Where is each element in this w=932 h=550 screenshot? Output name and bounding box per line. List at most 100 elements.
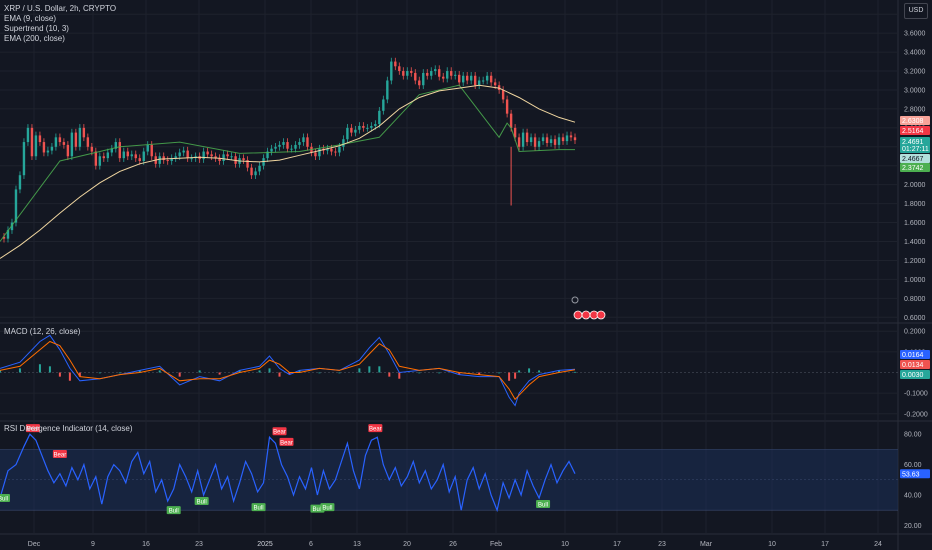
y-tick-label: -0.1000: [904, 391, 928, 398]
candle-body: [513, 127, 517, 138]
candle-body: [545, 137, 549, 144]
macd-histogram-bar: [558, 370, 561, 373]
candle-body: [74, 132, 78, 147]
candle-body: [102, 156, 106, 159]
y-tick-label: 20.00: [904, 523, 922, 530]
candle-body: [210, 154, 213, 157]
candle-body: [122, 151, 125, 159]
candle-body: [270, 148, 273, 152]
candle-body: [533, 137, 537, 147]
macd-histogram-bar: [318, 372, 321, 374]
x-tick-label: Mar: [700, 541, 713, 548]
candle-body: [118, 142, 121, 159]
candle-body: [390, 61, 393, 81]
price-label: 2.3742: [902, 165, 924, 172]
price-label: 2.4691: [902, 139, 924, 146]
candle-body: [110, 148, 114, 153]
candle-body: [226, 154, 229, 157]
candle-body: [493, 82, 497, 86]
candle-body: [230, 156, 233, 158]
candle-body: [138, 158, 141, 161]
candle-body: [78, 127, 82, 147]
candle-body: [22, 142, 26, 176]
candle-body: [46, 150, 50, 153]
candle-body: [318, 148, 321, 157]
candle-body: [298, 142, 301, 145]
candle-body: [134, 154, 137, 159]
candle-body: [38, 135, 42, 143]
candle-body: [549, 139, 553, 144]
candle-body: [190, 158, 193, 160]
y-tick-label: 1.6000: [904, 220, 926, 227]
candle-body: [469, 75, 473, 81]
y-tick-label: 1.2000: [904, 258, 926, 265]
divergence-label: Bear: [54, 453, 67, 459]
price-label: 01:27:11: [902, 146, 929, 153]
event-flag-icon: [581, 310, 591, 320]
macd-histogram-bar: [398, 372, 401, 379]
candle-body: [414, 72, 417, 81]
candle-body: [286, 142, 289, 149]
candle-body: [338, 146, 341, 153]
candle-body: [10, 222, 14, 231]
divergence-label-bg: [368, 424, 383, 433]
macd-histogram-bar: [514, 372, 517, 379]
chart-legend: XRP / U.S. Dollar, 2h, CRYPTO EMA (9, cl…: [4, 4, 116, 44]
candle-body: [446, 71, 449, 79]
macd-histogram-bar: [158, 370, 161, 373]
x-tick-label: 17: [613, 541, 621, 548]
currency-button[interactable]: USD: [904, 3, 928, 19]
macd-histogram-bar: [0, 370, 1, 373]
candle-body: [422, 72, 425, 86]
candle-body: [14, 189, 18, 223]
macd-histogram-bar: [98, 372, 101, 374]
event-marker-icon: [571, 296, 579, 304]
y-tick-label: 1.4000: [904, 239, 926, 246]
candle-body: [573, 137, 577, 141]
macd-value-label-bg: [900, 350, 930, 359]
candle-body: [334, 151, 337, 153]
macd-histogram-bar: [378, 366, 381, 373]
macd-value-label: 0.0030: [902, 372, 924, 379]
x-tick-label: 26: [449, 541, 457, 548]
divergence-label: Bull: [322, 506, 332, 512]
candle-body: [465, 75, 469, 81]
candle-body: [358, 125, 361, 130]
candle-body: [158, 156, 161, 164]
price-label: 2.4667: [902, 156, 924, 163]
x-tick-label: 17: [821, 541, 829, 548]
candle-body: [537, 141, 541, 147]
y-tick-label: 2.8000: [904, 106, 926, 113]
macd-histogram-bar: [418, 372, 421, 374]
candle-body: [62, 142, 66, 145]
x-tick-label: 20: [403, 541, 411, 548]
candle-body: [434, 69, 437, 72]
candle-body: [569, 135, 573, 138]
x-tick-label: 16: [142, 541, 150, 548]
divergence-label: Bull: [197, 499, 207, 505]
candle-body: [254, 171, 257, 176]
supertrend-label: Supertrend (10, 3): [4, 24, 69, 33]
candle-body: [370, 125, 373, 128]
macd-histogram-bar: [508, 372, 511, 381]
candle-body: [274, 146, 277, 149]
divergence-label: Bull: [254, 506, 264, 512]
candle-body: [426, 72, 429, 76]
candle-body: [66, 144, 70, 157]
candle-body: [82, 127, 86, 138]
macd-value-label-bg: [900, 370, 930, 379]
y-tick-label: -0.2000: [904, 411, 928, 418]
candle-body: [565, 135, 569, 142]
macd-histogram-bar: [368, 366, 371, 373]
candle-body: [214, 156, 217, 159]
macd-histogram-bar: [438, 372, 441, 374]
candle-body: [86, 137, 90, 147]
candle-body: [541, 137, 545, 142]
candle-body: [70, 132, 74, 157]
candle-body: [34, 135, 38, 157]
candle-body: [182, 150, 185, 153]
macd-value-label: 0.0134: [902, 362, 924, 369]
candle-body: [50, 146, 54, 151]
candle-body: [130, 154, 133, 157]
